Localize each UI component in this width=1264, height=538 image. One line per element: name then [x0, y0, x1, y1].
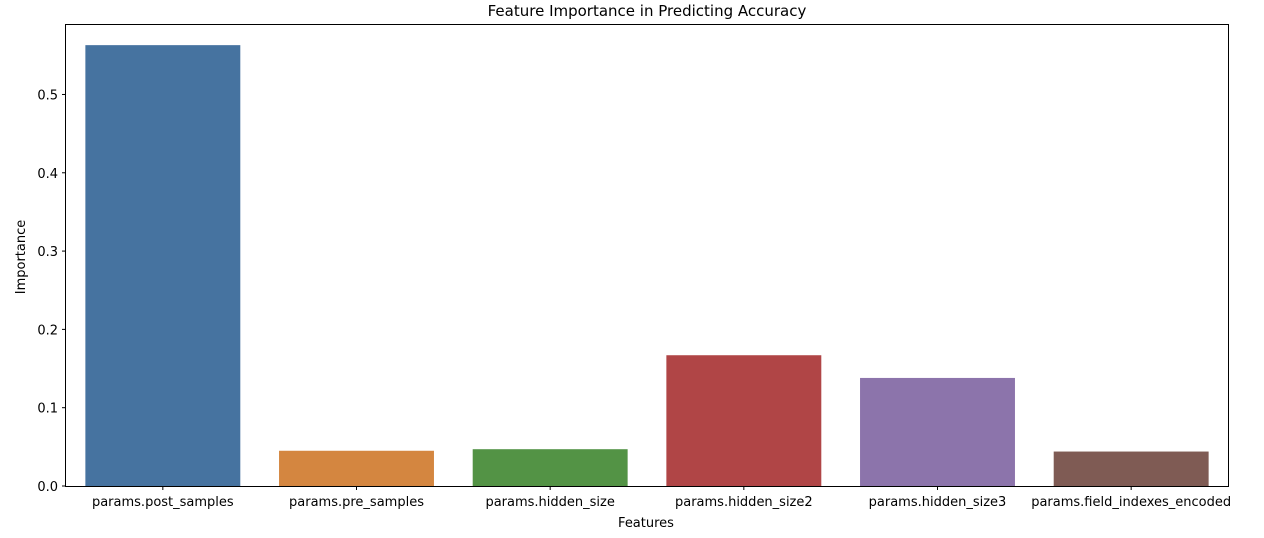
x-tick-label: params.hidden_size [485, 495, 614, 510]
bar-params-hidden-size2 [666, 355, 822, 486]
x-tick-label: params.pre_samples [289, 495, 424, 510]
bar-params-hidden-size3 [860, 377, 1015, 486]
bar-params-post-samples [85, 45, 241, 487]
bar-params-hidden-size [472, 449, 628, 486]
x-axis-label: Features [618, 516, 674, 531]
y-tick-label: 0.2 [37, 323, 58, 338]
y-tick-label: 0.1 [37, 402, 58, 417]
plot-frame [65, 24, 1229, 487]
bar-params-field-indexes-encoded [1053, 451, 1209, 486]
y-tick-label: 0.5 [37, 88, 58, 103]
chart-title: Feature Importance in Predicting Accurac… [488, 2, 807, 20]
x-tick-label: params.field_indexes_encoded [1031, 495, 1231, 510]
x-tick-label: params.post_samples [92, 495, 234, 510]
y-axis-label: Importance [14, 220, 29, 295]
y-tick-label: 0.4 [37, 167, 58, 182]
x-tick-label: params.hidden_size3 [869, 495, 1007, 510]
bar-params-pre-samples [279, 450, 434, 486]
y-tick-label: 0.3 [37, 245, 58, 260]
plot-area: params.post_samples params.pre_samples par… [37, 45, 1231, 510]
y-tick-label: 0.0 [37, 480, 58, 495]
x-tick-label: params.hidden_size2 [675, 495, 813, 510]
